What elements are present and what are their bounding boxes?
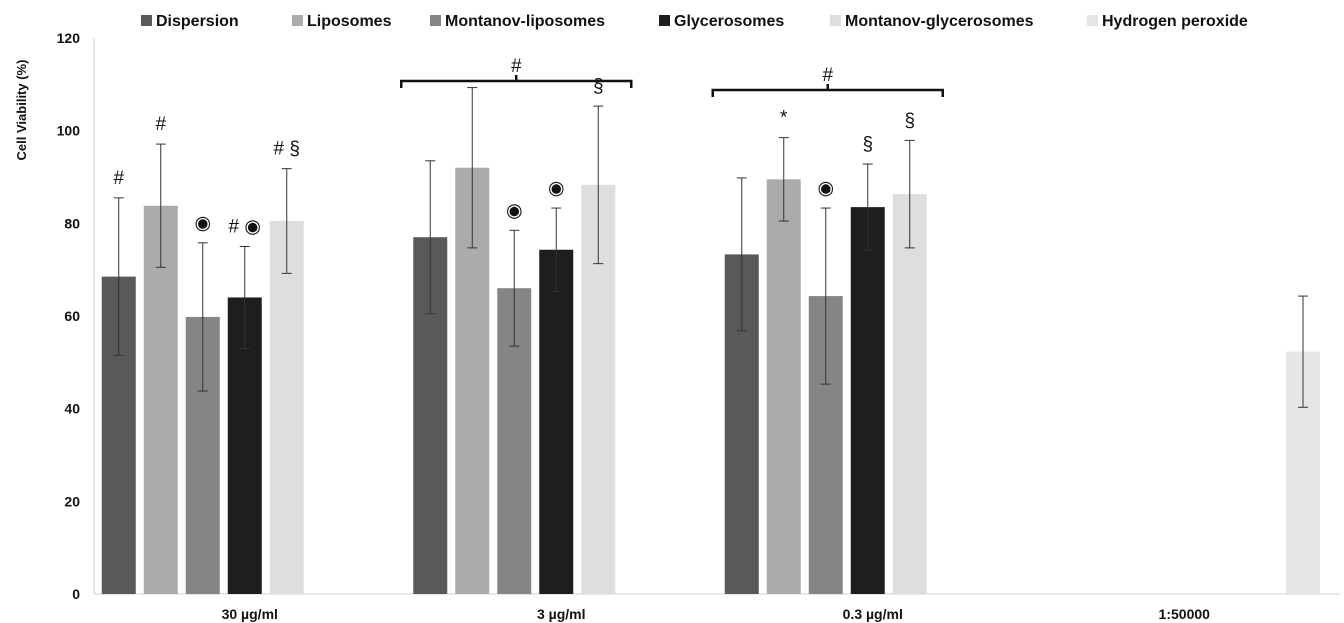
annotation-label: ◉	[506, 200, 523, 221]
bar-liposomes-0-3-g-ml	[766, 179, 801, 595]
y-tick-label: 100	[57, 123, 81, 139]
annotation-label: ◉	[817, 178, 834, 199]
legend-swatch-montanov-glycerosomes	[830, 15, 841, 26]
legend-swatch-liposomes	[292, 15, 303, 26]
y-axis-label: Cell Viability (%)	[14, 60, 29, 161]
bar-montanov-glycerosomes-0-3-g-ml	[892, 194, 927, 595]
error-bars	[113, 87, 1308, 408]
legend-label: Dispersion	[156, 13, 239, 30]
annotation-label: ◉	[194, 213, 211, 234]
legend-label: Montanov-glycerosomes	[845, 13, 1034, 30]
bar-glycerosomes-3-g-ml	[539, 249, 574, 594]
bar-montanov-glycerosomes-30-g-ml	[269, 221, 304, 594]
legend-label: Glycerosomes	[674, 13, 784, 30]
y-tick-label: 120	[57, 30, 81, 46]
y-tick-label: 60	[64, 308, 80, 324]
annotation-label: #	[113, 168, 124, 189]
legend-swatch-hydrogen-peroxide	[1087, 15, 1098, 26]
group-annotation-label: #	[511, 56, 522, 77]
annotation-label: #	[155, 114, 166, 135]
annotation-label: *	[780, 108, 788, 129]
annotation-label: §	[904, 110, 915, 131]
legend-label: Hydrogen peroxide	[1102, 13, 1248, 30]
y-tick-label: 20	[64, 493, 80, 509]
legend-swatch-glycerosomes	[659, 15, 670, 26]
x-tick-label: 3 µg/ml	[537, 606, 586, 622]
legend-label: Liposomes	[307, 13, 392, 30]
y-tick-label: 80	[64, 215, 80, 231]
significance-annotations: # # ◉ # ◉ # § ◉ ◉ § * ◉ § § # #	[113, 56, 944, 238]
legend-swatch-dispersion	[141, 15, 152, 26]
y-axis: 0 20 40 60 80 100 120	[57, 30, 95, 602]
annotation-label: ◉	[548, 178, 565, 199]
group-annotation-label: #	[822, 65, 833, 86]
legend-label: Montanov-liposomes	[445, 13, 605, 30]
x-tick-label: 30 µg/ml	[222, 606, 278, 622]
annotation-label: # §	[274, 139, 300, 160]
annotation-label: # ◉	[229, 217, 261, 238]
legend: Dispersion Liposomes Montanov-liposomes Gly…	[141, 13, 1248, 30]
group-bracket	[711, 88, 944, 97]
legend-swatch-montanov-liposomes	[430, 15, 441, 26]
bars	[101, 167, 1320, 595]
annotation-label: §	[862, 134, 873, 155]
x-tick-label: 0.3 µg/ml	[843, 606, 903, 622]
x-tick-label: 1:50000	[1159, 606, 1211, 622]
y-tick-label: 40	[64, 401, 80, 417]
annotation-label: §	[593, 76, 604, 97]
bar-glycerosomes-0-3-g-ml	[850, 207, 885, 594]
x-axis: 30 µg/ml 3 µg/ml 0.3 µg/ml 1:50000	[94, 593, 1340, 622]
y-tick-label: 0	[72, 586, 80, 602]
bar-liposomes-30-g-ml	[143, 205, 178, 594]
